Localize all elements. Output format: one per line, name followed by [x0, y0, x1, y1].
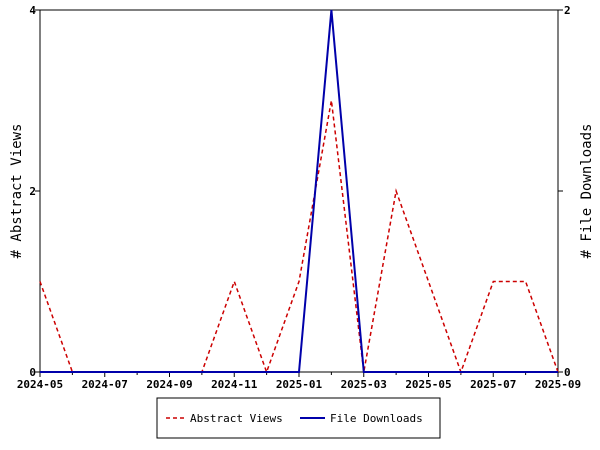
- legend-file-downloads-label: File Downloads: [330, 412, 423, 425]
- series-line-file-downloads: [40, 9, 558, 373]
- legend-box: [156, 397, 441, 439]
- plot-area: [39, 9, 559, 373]
- x-tick-label: 2025-09: [535, 378, 581, 391]
- legend: Abstract Views File Downloads: [156, 397, 441, 439]
- y-axis-left-title: # Abstract Views: [9, 124, 25, 259]
- x-tick-label: 2025-03: [341, 378, 387, 391]
- x-tick-label: 2025-07: [470, 378, 516, 391]
- legend-abstract-views-label: Abstract Views: [190, 412, 283, 425]
- x-tick-label: 2024-09: [146, 378, 192, 391]
- x-tick-label: 2024-05: [17, 378, 63, 391]
- x-tick-label: 2024-11: [211, 378, 258, 391]
- y-left-tick-label: 4: [29, 4, 36, 17]
- y-left-tick-label: 0: [29, 366, 36, 379]
- y-left-tick-label: 2: [29, 185, 36, 198]
- y-right-tick-label: 2: [564, 4, 571, 17]
- x-tick-label: 2025-05: [405, 378, 451, 391]
- y-right-tick-label: 0: [564, 366, 571, 379]
- y-axis-right-title: # File Downloads: [579, 124, 595, 259]
- x-tick-label: 2024-07: [82, 378, 128, 391]
- x-tick-label: 2025-01: [276, 378, 323, 391]
